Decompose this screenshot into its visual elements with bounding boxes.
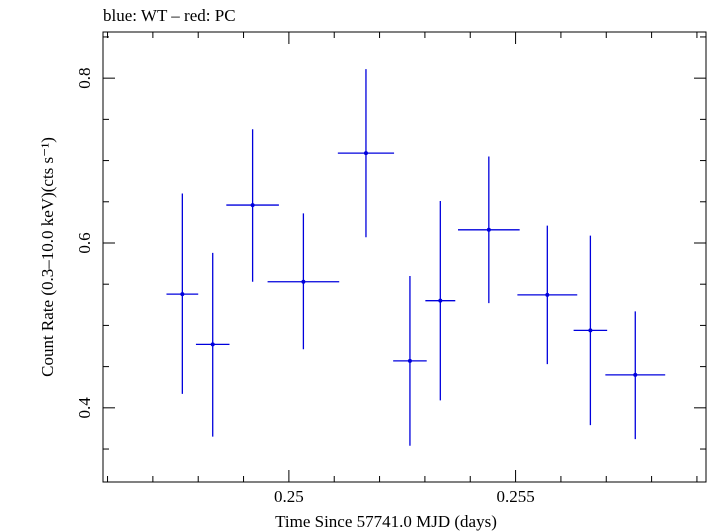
data-point	[425, 200, 456, 401]
data-point	[166, 193, 199, 394]
point-marker	[588, 328, 593, 333]
data-point	[517, 225, 578, 365]
point-marker	[210, 342, 215, 347]
point-marker	[250, 203, 255, 208]
data-point	[457, 156, 520, 304]
point-marker	[407, 358, 412, 363]
point-marker	[438, 298, 443, 303]
axis-ticks	[103, 32, 706, 482]
data-point	[393, 275, 427, 446]
data-points	[166, 69, 666, 446]
data-point	[605, 311, 666, 440]
x-tick-label: 0.25	[274, 487, 304, 506]
point-marker	[545, 292, 550, 297]
data-point	[226, 129, 279, 282]
point-marker	[363, 151, 368, 156]
x-axis-label: Time Since 57741.0 MJD (days)	[275, 512, 497, 531]
point-marker	[486, 227, 491, 232]
point-marker	[301, 279, 306, 284]
chart-title: blue: WT – red: PC	[103, 6, 236, 25]
y-tick-label: 0.4	[75, 397, 94, 419]
y-tick-label: 0.6	[75, 232, 94, 253]
point-marker	[180, 292, 185, 297]
y-axis-label: Count Rate (0.3–10.0 keV)(cts s⁻¹)	[38, 137, 57, 377]
axis-tick-labels: 0.25 0.255 0.4 0.6 0.8	[75, 68, 535, 506]
point-marker	[633, 372, 638, 377]
data-point	[195, 252, 230, 437]
y-tick-label: 0.8	[75, 68, 94, 89]
data-point	[337, 69, 395, 238]
data-point	[573, 235, 608, 426]
plot-frame	[102, 31, 707, 483]
data-point	[267, 213, 340, 350]
x-tick-label: 0.255	[496, 487, 534, 506]
